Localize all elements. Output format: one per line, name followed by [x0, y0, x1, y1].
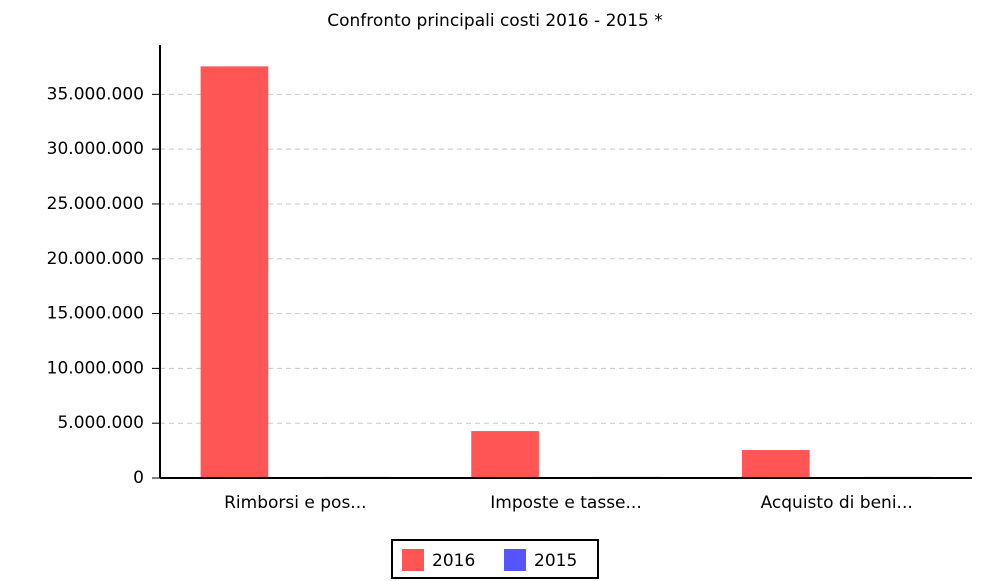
- y-tick-label: 0: [133, 468, 144, 488]
- legend-box: [391, 539, 599, 579]
- y-tick-label: 35.000.000: [47, 84, 144, 104]
- bar: [200, 66, 269, 478]
- x-tick-label: Acquisto di beni...: [761, 493, 913, 513]
- bar: [471, 431, 539, 478]
- y-tick-label: 20.000.000: [47, 249, 144, 269]
- y-tick-label: 15.000.000: [47, 304, 144, 324]
- legend-label: 2015: [534, 551, 577, 571]
- legend-swatch: [402, 549, 424, 571]
- legend-swatch: [504, 549, 526, 571]
- x-tick-label: Imposte e tasse...: [490, 493, 641, 513]
- y-tick-label: 10.000.000: [47, 358, 144, 378]
- y-tick-label: 25.000.000: [47, 194, 144, 214]
- chart-title: Confronto principali costi 2016 - 2015 *: [327, 11, 662, 31]
- x-tick-label: Rimborsi e pos...: [224, 493, 366, 513]
- bar: [741, 450, 810, 478]
- y-tick-label: 5.000.000: [57, 413, 144, 433]
- y-tick-label: 30.000.000: [47, 139, 144, 159]
- legend-label: 2016: [432, 551, 475, 571]
